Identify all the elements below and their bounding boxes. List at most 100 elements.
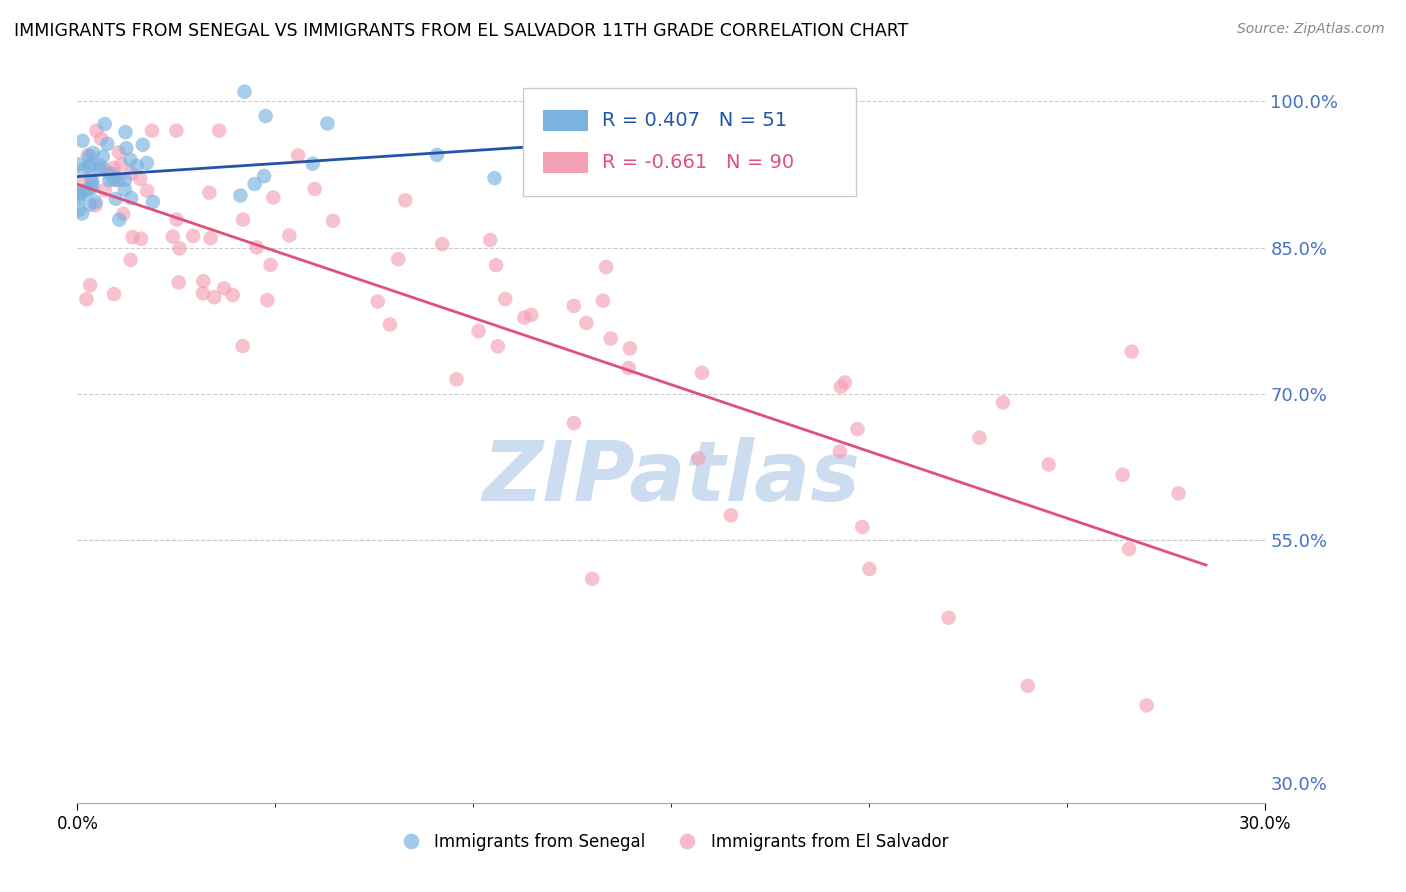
Point xyxy=(98,167,121,181)
Point xyxy=(243,177,266,191)
Point xyxy=(72,162,94,177)
Point xyxy=(162,229,184,244)
Point xyxy=(67,157,90,171)
Point xyxy=(575,316,598,330)
Point xyxy=(256,293,278,307)
Point xyxy=(104,173,127,187)
Point xyxy=(232,212,254,227)
Point xyxy=(394,194,416,208)
Point xyxy=(114,125,136,139)
Point xyxy=(581,572,603,586)
Legend: Immigrants from Senegal, Immigrants from El Salvador: Immigrants from Senegal, Immigrants from… xyxy=(388,826,955,857)
Point xyxy=(129,171,152,186)
Point xyxy=(1167,486,1189,500)
Point xyxy=(208,123,231,137)
Point xyxy=(167,276,190,290)
Point xyxy=(94,183,117,197)
Bar xyxy=(543,110,588,130)
Point xyxy=(89,158,111,172)
Point xyxy=(135,156,157,170)
Point xyxy=(513,310,536,325)
Point xyxy=(82,145,104,160)
Point xyxy=(253,169,276,183)
Text: Source: ZipAtlas.com: Source: ZipAtlas.com xyxy=(1237,22,1385,37)
Point xyxy=(592,293,614,308)
Point xyxy=(76,184,98,198)
Point xyxy=(125,159,148,173)
Point xyxy=(114,182,136,196)
Point xyxy=(86,123,108,137)
Point xyxy=(1118,541,1140,556)
Point xyxy=(828,444,851,458)
Point xyxy=(520,308,543,322)
Point xyxy=(103,172,125,186)
Point xyxy=(136,184,159,198)
Point xyxy=(77,149,100,163)
Point xyxy=(76,148,98,162)
Point xyxy=(322,214,344,228)
Point xyxy=(120,191,142,205)
Point xyxy=(599,130,621,145)
Point xyxy=(426,148,449,162)
Point xyxy=(991,395,1014,409)
Point xyxy=(938,611,960,625)
Point xyxy=(80,174,103,188)
Point xyxy=(1121,344,1143,359)
Point xyxy=(254,109,277,123)
Point xyxy=(76,292,98,306)
Point xyxy=(200,231,222,245)
Point xyxy=(233,85,256,99)
Point xyxy=(619,342,641,356)
Point xyxy=(80,169,103,184)
Point xyxy=(212,281,235,295)
Point xyxy=(67,188,90,202)
Point xyxy=(846,422,869,436)
Point xyxy=(202,290,225,304)
Point xyxy=(165,123,187,137)
Point xyxy=(316,116,339,130)
Point xyxy=(84,194,107,209)
Point xyxy=(79,198,101,212)
Point xyxy=(103,287,125,301)
Point xyxy=(688,451,710,466)
Point xyxy=(198,186,221,200)
Point xyxy=(142,194,165,209)
Point xyxy=(103,161,125,175)
Point xyxy=(690,366,713,380)
Point xyxy=(93,161,115,176)
Point xyxy=(80,156,103,170)
Point xyxy=(77,159,100,173)
Point xyxy=(70,185,93,199)
Text: IMMIGRANTS FROM SENEGAL VS IMMIGRANTS FROM EL SALVADOR 11TH GRADE CORRELATION CH: IMMIGRANTS FROM SENEGAL VS IMMIGRANTS FR… xyxy=(14,22,908,40)
Point xyxy=(1111,467,1133,482)
Point xyxy=(108,212,131,227)
Point xyxy=(1017,679,1039,693)
Text: R = 0.407   N = 51: R = 0.407 N = 51 xyxy=(602,111,787,129)
Point xyxy=(120,252,142,267)
Point xyxy=(169,241,191,255)
Point xyxy=(121,230,143,244)
Point xyxy=(222,288,245,302)
Point xyxy=(108,173,131,187)
Point xyxy=(367,294,389,309)
Point xyxy=(229,188,252,202)
Point xyxy=(98,173,121,187)
FancyBboxPatch shape xyxy=(523,88,855,195)
Point xyxy=(287,148,309,162)
Point xyxy=(830,380,852,394)
Point xyxy=(112,207,135,221)
Point xyxy=(120,153,142,167)
Point xyxy=(301,157,323,171)
Point xyxy=(562,416,585,430)
Point xyxy=(90,132,112,146)
Point xyxy=(70,206,93,220)
Point xyxy=(72,134,94,148)
Point xyxy=(110,158,132,172)
Point xyxy=(378,318,401,332)
Point xyxy=(70,176,93,190)
Point xyxy=(278,228,301,243)
Point xyxy=(851,520,873,534)
Point xyxy=(120,166,142,180)
Point xyxy=(69,186,91,200)
Point xyxy=(67,202,90,217)
